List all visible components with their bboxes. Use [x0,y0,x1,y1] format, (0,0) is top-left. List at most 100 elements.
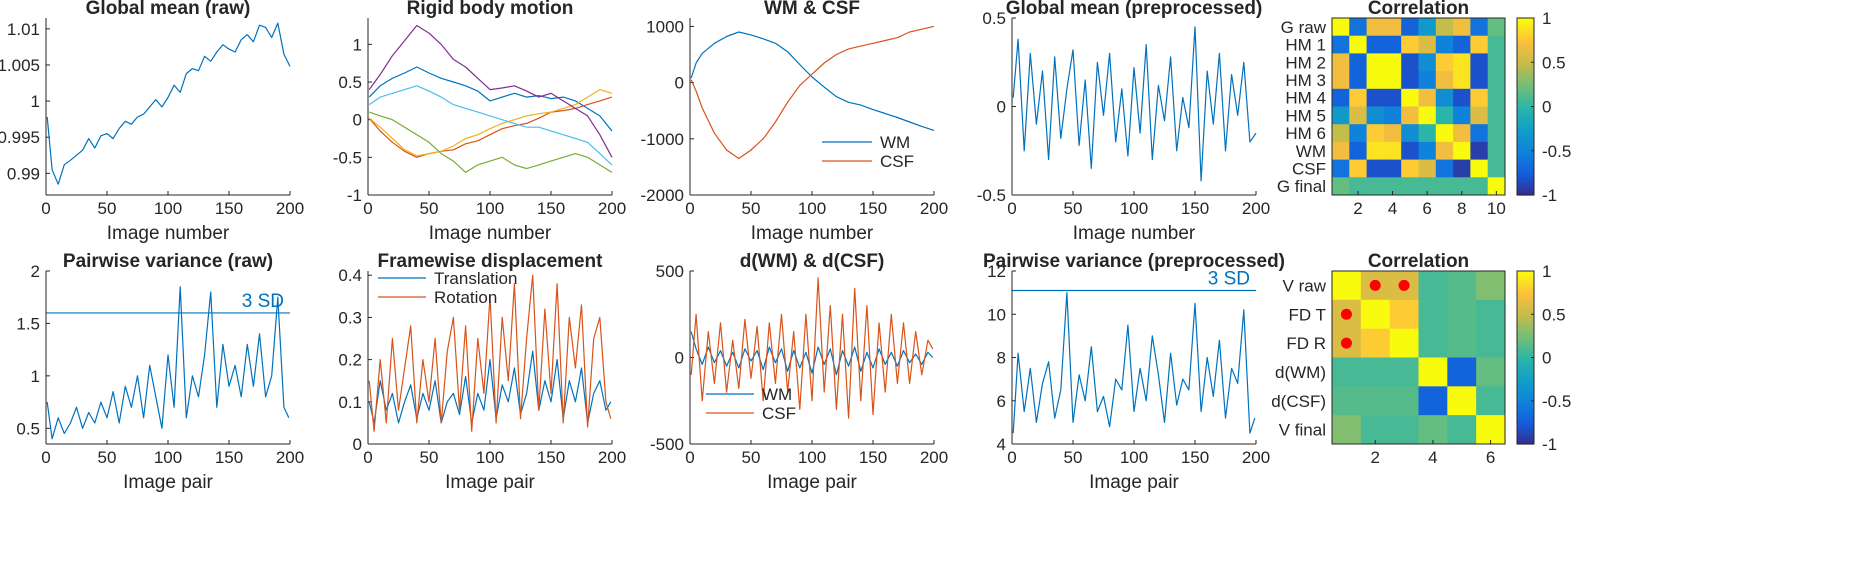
y-tick-label: 0.5 [16,419,40,438]
colorbar-segment [1517,386,1534,390]
chart-title: Framewise displacement [378,251,604,272]
colorbar-segment [1517,62,1534,66]
chart-title: Pairwise variance (raw) [63,251,273,272]
x-tick-label: 2 [1371,448,1380,467]
heatmap-cell [1349,35,1368,54]
series-line-rotation [368,274,612,432]
colorbar-segment [1517,397,1534,402]
colorbar-segment [1517,305,1534,310]
heatmap-cell [1332,357,1362,387]
colorbar-label: 0.5 [1542,305,1566,324]
heatmap-cell [1349,106,1368,125]
heatmap-cell [1418,357,1448,387]
chart-title: Correlation [1368,0,1469,19]
heatmap-cell [1418,53,1437,72]
colorbar-segment [1517,77,1534,81]
x-tick-label: 100 [1120,448,1148,467]
heatmap-cell [1435,53,1454,72]
heatmap-cell [1435,18,1454,37]
series-line-3 [368,88,613,157]
colorbar-segment [1517,374,1534,379]
y-tick-label: 0 [353,435,362,454]
heatmap-cell [1418,271,1448,301]
series-line-5 [369,111,613,173]
heatmap-cell [1349,53,1368,72]
row-label: HM 6 [1285,124,1326,143]
chart-title: d(WM) & d(CSF) [740,251,885,272]
x-tick-label: 4 [1428,448,1437,467]
legend-label: WM [762,385,792,404]
colorbar-segment [1517,127,1534,131]
heatmap-cell [1453,18,1471,37]
colorbar-segment [1517,165,1534,170]
heatmap-cell [1383,18,1402,37]
series-line-1 [46,22,291,185]
colorbar-segment [1517,35,1534,40]
heatmap-cell [1401,177,1419,196]
threshold-label: 3 SD [242,291,284,312]
colorbar-segment [1517,357,1534,361]
colorbar-label: -0.5 [1542,392,1571,411]
colorbar-segment [1517,94,1534,99]
x-axis-label: Image pair [445,472,535,493]
chart-title: Global mean (raw) [86,0,251,19]
colorbar-segment [1517,168,1534,172]
colorbar-segment [1517,296,1534,301]
heatmap-cell [1332,18,1350,37]
colorbar-segment [1517,394,1534,399]
heatmap-cell [1418,124,1437,143]
x-axis-label: Image pair [123,472,213,493]
colorbar-segment [1517,389,1534,393]
colorbar-segment [1517,91,1534,96]
x-tick-label: 150 [215,199,243,218]
y-tick-label: 6 [997,392,1006,411]
colorbar-segment [1517,41,1534,46]
x-tick-label: 150 [537,448,565,467]
heatmap-cell [1366,106,1385,125]
legend-label: CSF [880,152,914,171]
heatmap-cell [1447,357,1477,387]
colorbar-segment [1517,314,1534,318]
heatmap-cell [1435,71,1454,90]
colorbar-label: 1 [1542,262,1551,281]
series-line-csf [690,25,935,160]
colorbar-segment [1517,186,1534,190]
row-label: V final [1279,421,1326,440]
x-tick-label: 200 [276,448,304,467]
heatmap-cell [1487,159,1506,178]
subplot-10: Correlation V raw FD T FD R d(WM) d(CSF) V fin… [1271,251,1571,467]
heatmap-cell [1389,299,1419,330]
heatmap-cell [1418,141,1437,161]
colorbar-segment [1517,432,1534,436]
colorbar-segment [1517,100,1534,105]
heatmap-cell [1470,53,1489,72]
heatmap-cell [1366,88,1385,107]
colorbar-segment [1517,369,1534,373]
heatmap-cell [1383,124,1402,143]
colorbar-segment [1517,68,1534,72]
heatmap-cell [1435,124,1454,143]
colorbar-segment [1517,418,1534,422]
heatmap-cell [1447,271,1477,301]
colorbar-segment [1517,348,1534,353]
colorbar-segment [1517,38,1534,43]
x-axis-label: Image number [107,223,230,244]
colorbar-segment [1517,360,1534,364]
x-tick-label: 10 [1487,199,1506,218]
heatmap-cell [1418,299,1448,330]
heatmap-cell [1487,124,1506,143]
significance-dot [1369,279,1381,291]
colorbar-label: -1 [1542,186,1557,205]
heatmap-cell [1332,35,1350,54]
y-tick-label: 500 [656,262,684,281]
heatmap-cell [1383,159,1402,178]
x-tick-label: 100 [154,199,182,218]
series-line-1 [46,286,290,440]
colorbar-segment [1517,56,1534,60]
x-tick-label: 50 [98,199,117,218]
significance-dot [1340,308,1352,320]
colorbar-label: -0.5 [1542,142,1571,161]
heatmap-cell [1332,271,1362,301]
y-tick-label: 0.2 [338,351,362,370]
